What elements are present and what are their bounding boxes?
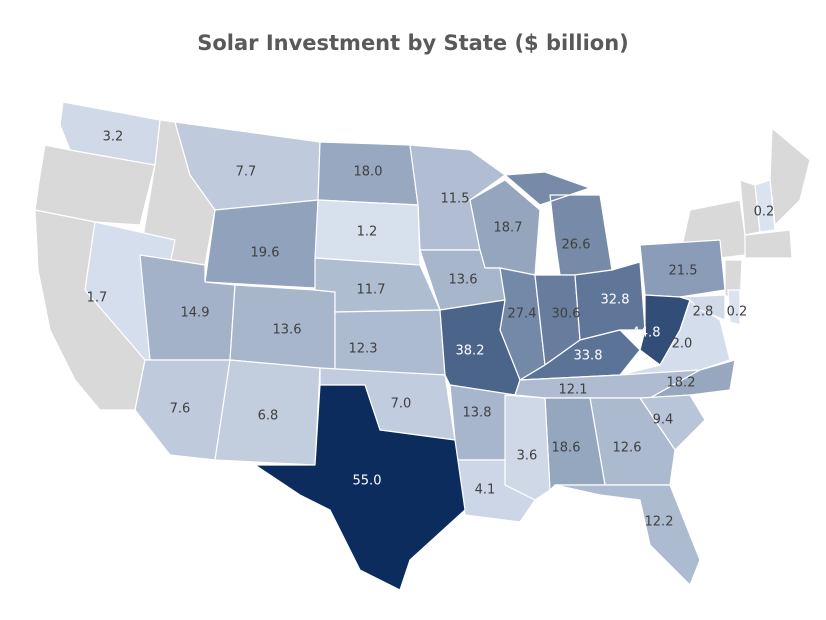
- value-label: 18.0: [354, 165, 383, 180]
- value-label: 12.1: [559, 383, 588, 398]
- value-label: 2.0: [672, 337, 693, 352]
- state: [639, 239, 726, 298]
- value-label: 3.6: [517, 449, 538, 464]
- value-label: 3.2: [103, 130, 124, 145]
- value-label: 12.6: [613, 441, 642, 456]
- value-label: 6.8: [258, 409, 279, 424]
- state-shapes: [34, 101, 811, 591]
- map-title: Solar Investment by State ($ billion): [197, 31, 629, 55]
- value-label: 7.0: [391, 397, 412, 412]
- state: [59, 101, 161, 166]
- value-label: 13.6: [449, 273, 478, 288]
- state: [504, 394, 551, 501]
- value-label: 1.7: [87, 291, 108, 306]
- value-label: 18.6: [552, 441, 581, 456]
- value-label: 14.9: [181, 306, 210, 321]
- value-label: 7.7: [236, 165, 257, 180]
- value-label: 13.8: [463, 406, 492, 421]
- state: [679, 294, 726, 321]
- state: [754, 179, 776, 233]
- value-label: 18.2: [667, 376, 696, 391]
- value-label: 30.6: [552, 307, 581, 322]
- state: [454, 459, 536, 523]
- value-label: 19.6: [251, 246, 280, 261]
- state: [554, 484, 701, 586]
- value-label: 13.6: [273, 323, 302, 338]
- value-label: 26.6: [562, 238, 591, 253]
- value-label: 44.8: [632, 326, 661, 341]
- state: [204, 199, 319, 289]
- value-label: 12.3: [349, 342, 378, 357]
- value-label: 32.8: [601, 293, 630, 308]
- value-label: 55.0: [353, 474, 382, 489]
- value-label: 11.5: [441, 192, 470, 207]
- value-label: 1.2: [357, 225, 378, 240]
- value-label: 27.4: [508, 307, 537, 322]
- value-label: 21.5: [669, 264, 698, 279]
- value-label: 9.4: [653, 413, 674, 428]
- state: [727, 289, 741, 326]
- value-label: 0.2: [727, 305, 748, 320]
- no-data-region: [769, 127, 811, 226]
- value-label: 38.2: [456, 344, 485, 359]
- no-data-region: [744, 229, 793, 259]
- value-label: 33.8: [574, 349, 603, 364]
- value-label: 12.2: [645, 515, 674, 530]
- value-label: 7.6: [170, 402, 191, 417]
- value-label: 18.7: [494, 221, 523, 236]
- value-label: 0.2: [754, 205, 775, 220]
- state: [254, 384, 466, 591]
- state-labels: 3.2 7.7 18.0 11.5 18.7 26.6 19.6 1.2 1.7 14.9 13.6…: [87, 130, 775, 530]
- state: [504, 171, 613, 276]
- value-label: 11.7: [357, 283, 386, 298]
- value-label: 2.8: [693, 305, 714, 320]
- value-label: 4.1: [475, 483, 496, 498]
